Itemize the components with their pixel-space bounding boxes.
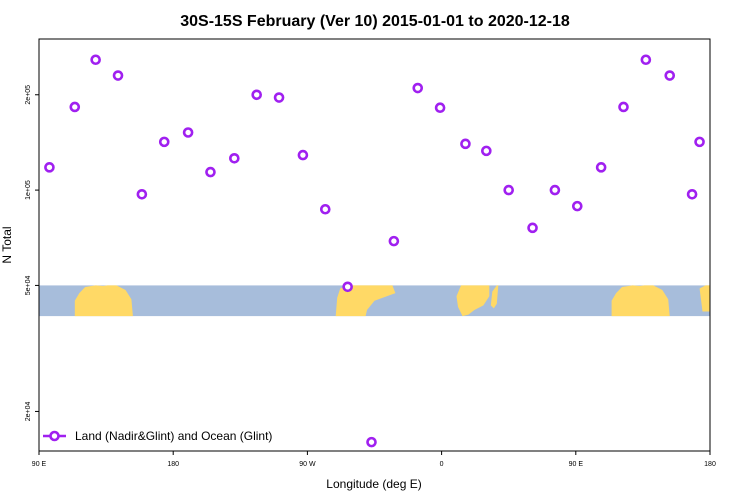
data-point-0-1	[69, 101, 81, 113]
data-point-0-5	[158, 136, 170, 148]
axis-ticks: 90 E 180 90 W 0 90 E 180 2e+04 5e+04 1e+05 2e+05	[25, 85, 716, 468]
y-tick-label-0: 2e+04	[25, 402, 32, 422]
land-australia-repeat	[611, 285, 670, 317]
data-point-0-2	[90, 54, 101, 66]
data-point-0-12	[319, 203, 331, 215]
land-south-america	[335, 285, 396, 317]
x-tick-label-3: 0	[440, 461, 444, 468]
y-axis-label: N Total	[0, 226, 14, 263]
data-point-0-20	[503, 184, 515, 196]
data-point-0-11	[297, 149, 309, 161]
data-point-0-9	[251, 89, 263, 101]
land-madagascar	[699, 285, 710, 312]
data-point-0-24	[595, 162, 607, 173]
x-tick-label-2: 90 W	[299, 461, 316, 468]
plot-frame	[38, 38, 711, 452]
legend-label: Land (Nadir&Glint) and Ocean (Glint)	[75, 429, 272, 443]
y-tick-label-1: 5e+04	[25, 275, 32, 295]
x-axis-label: Longitude (deg E)	[326, 477, 421, 491]
x-tick-label-4: 90 E	[569, 461, 584, 468]
y-tick-label-2: 1e+05	[25, 180, 32, 200]
legend-marker	[49, 430, 60, 442]
data-point-0-8	[229, 153, 240, 164]
land-southern-africa	[456, 285, 490, 317]
x-tick-label-0: 90 E	[32, 461, 47, 468]
data-point-0-4	[136, 188, 148, 200]
data-point-0-13	[342, 281, 353, 293]
data-point-0-23	[571, 200, 583, 212]
data-point-0-15	[388, 235, 400, 247]
data-point-0-29	[694, 136, 705, 148]
data-point-0-26	[640, 54, 652, 66]
data-point-0-19	[481, 145, 492, 157]
land-australia	[74, 285, 133, 317]
chart-title: 30S-15S February (Ver 10) 2015-01-01 to …	[180, 13, 570, 30]
data-point-0-14	[366, 436, 377, 448]
data-point-0-25	[618, 101, 629, 113]
land-madagascar-mid	[490, 285, 499, 309]
data-point-0-17	[434, 102, 446, 114]
data-points	[44, 54, 705, 448]
data-point-0-28	[686, 188, 698, 200]
x-tick-label-1: 180	[167, 461, 179, 468]
data-point-0-3	[112, 70, 124, 81]
data-point-0-22	[549, 184, 561, 196]
legend: Land (Nadir&Glint) and Ocean (Glint)	[43, 429, 272, 443]
data-point-0-10	[273, 92, 285, 103]
x-tick-label-5: 180	[704, 461, 716, 468]
data-point-0-7	[205, 166, 216, 178]
data-point-0-0	[44, 162, 55, 173]
data-point-0-18	[460, 138, 471, 150]
background-map	[39, 285, 710, 317]
data-point-0-16	[412, 82, 424, 94]
data-point-0-6	[182, 127, 194, 138]
data-point-0-27	[664, 70, 676, 81]
y-tick-label-3: 2e+05	[25, 85, 32, 105]
data-point-0-21	[527, 222, 538, 234]
